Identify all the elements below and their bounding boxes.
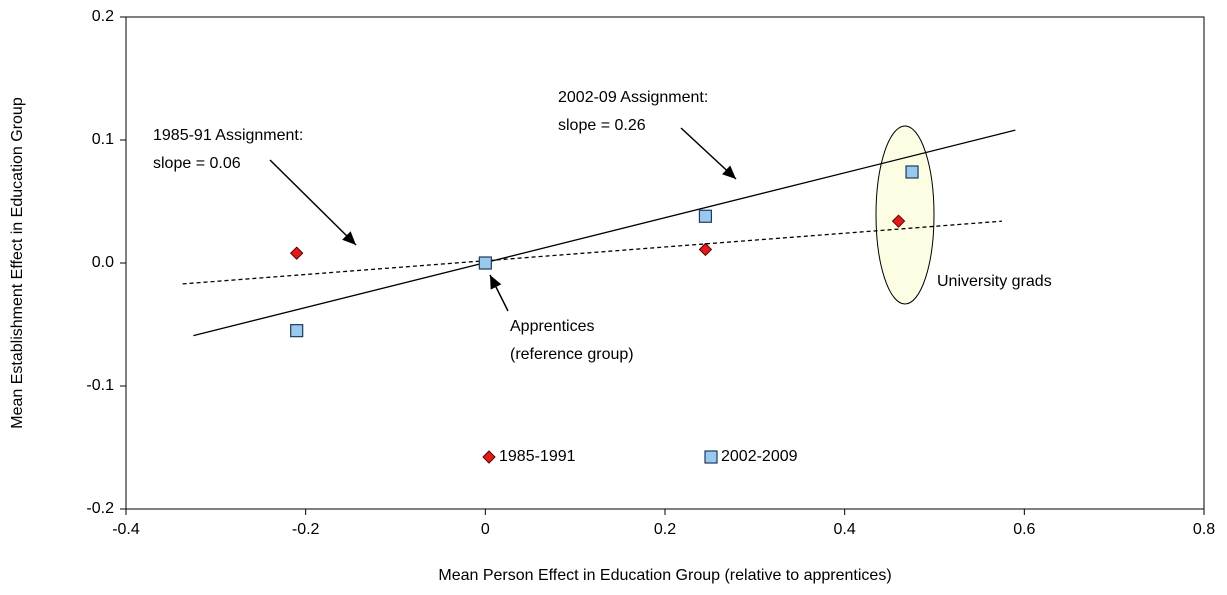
point bbox=[289, 246, 304, 260]
trend-line bbox=[182, 220, 1002, 285]
y-tick-label: 0.1 bbox=[92, 131, 114, 148]
annotation: 1985-91 Assignment: bbox=[153, 127, 303, 144]
point bbox=[698, 242, 713, 257]
point bbox=[891, 214, 906, 228]
x-tick-label: 0.4 bbox=[834, 521, 856, 538]
x-tick-label: 0.8 bbox=[1193, 521, 1215, 538]
legend-label: 1985-1991 bbox=[499, 448, 576, 465]
annotation: University grads bbox=[937, 273, 1052, 290]
x-tick-label: 0.2 bbox=[654, 521, 676, 538]
annotation: Apprentices bbox=[510, 318, 595, 335]
y-tick-label: 0.2 bbox=[92, 8, 114, 25]
y-axis-label: Mean Establishment Effect in Education G… bbox=[9, 97, 26, 429]
legend-label: 2002-2009 bbox=[721, 448, 798, 465]
legend-marker bbox=[704, 450, 718, 464]
point bbox=[478, 256, 492, 270]
annotation: slope = 0.26 bbox=[558, 117, 646, 134]
x-tick-label: 0.6 bbox=[1013, 521, 1035, 538]
annotation: 2002-09 Assignment: bbox=[558, 89, 708, 106]
arrow bbox=[680, 127, 737, 180]
arrow bbox=[489, 274, 509, 312]
point bbox=[905, 165, 919, 179]
annotation: slope = 0.06 bbox=[153, 155, 241, 172]
point bbox=[698, 209, 713, 223]
arrow bbox=[269, 159, 357, 246]
x-axis-label: Mean Person Effect in Education Group (r… bbox=[438, 567, 891, 584]
y-tick-label: 0.0 bbox=[92, 254, 114, 271]
x-tick-label: 0 bbox=[481, 521, 490, 538]
highlight-ellipse bbox=[875, 125, 935, 305]
legend-marker bbox=[482, 450, 496, 464]
x-tick-label: -0.2 bbox=[292, 521, 320, 538]
annotation: (reference group) bbox=[510, 346, 634, 363]
trend-line bbox=[193, 129, 1016, 337]
point bbox=[290, 324, 304, 338]
x-tick-label: -0.4 bbox=[112, 521, 140, 538]
y-tick-label: -0.2 bbox=[86, 500, 114, 517]
y-tick-label: -0.1 bbox=[86, 377, 114, 394]
